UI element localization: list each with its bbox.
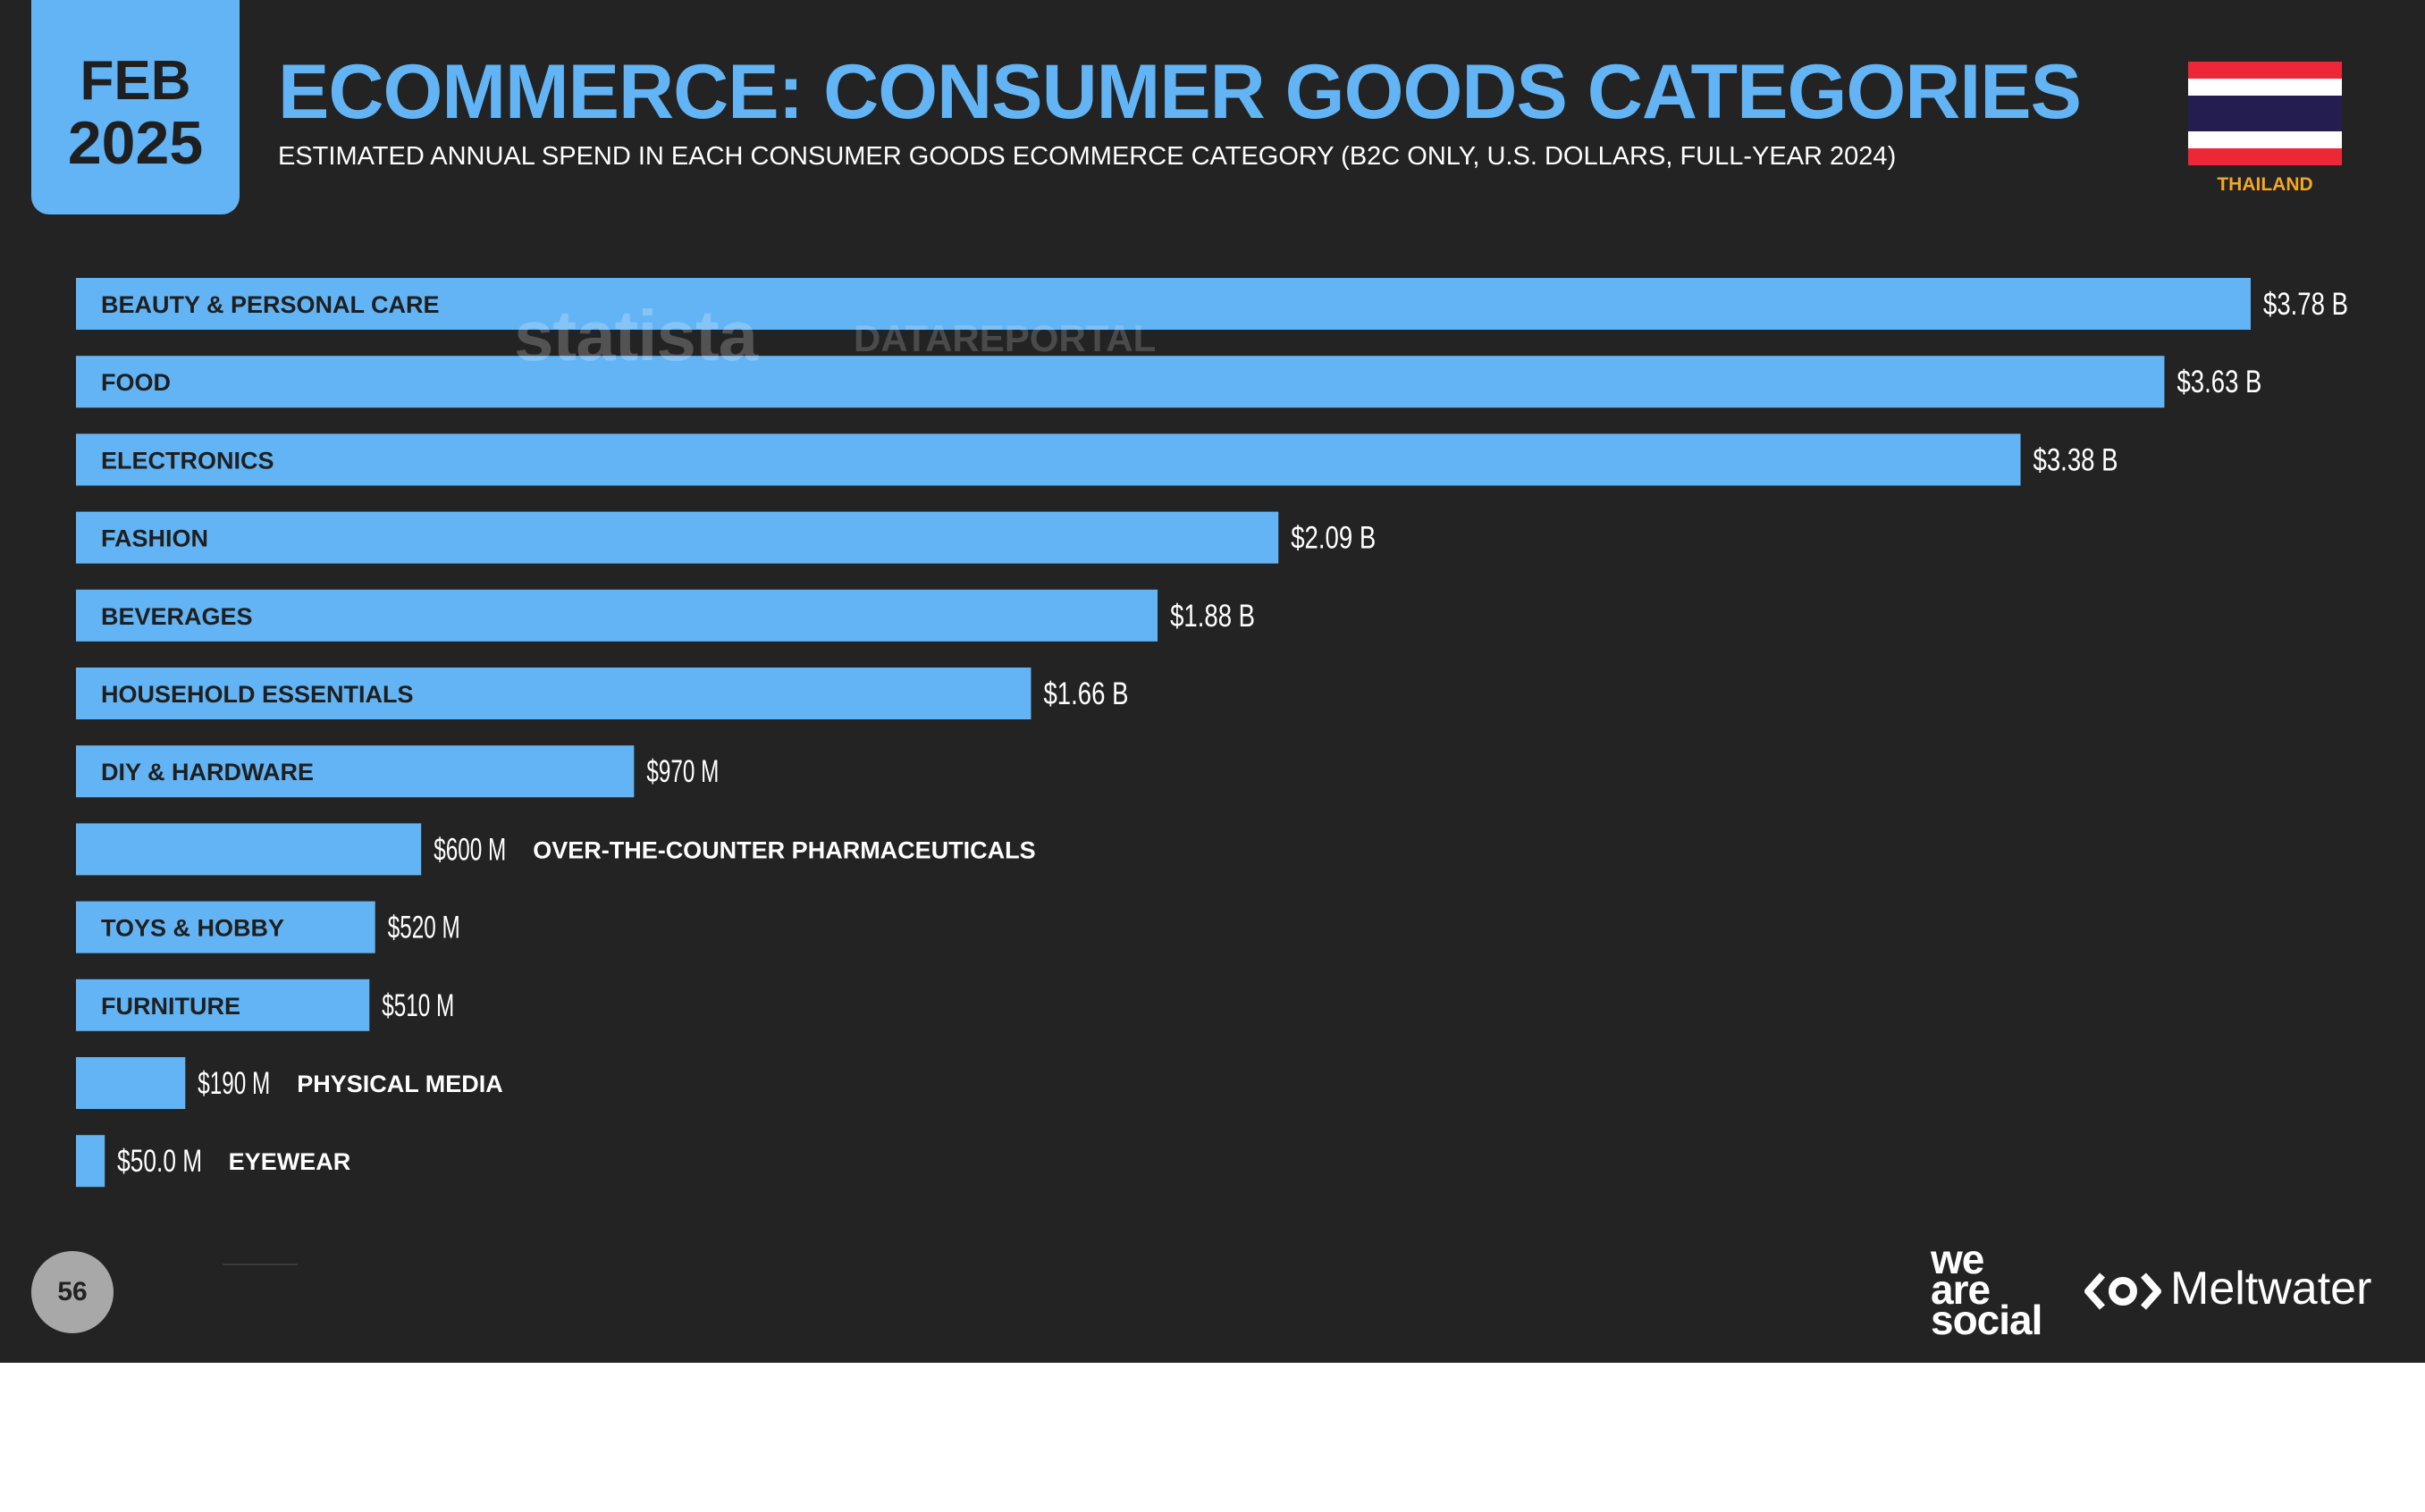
value-label-diy-hardware: $970 M xyxy=(646,754,719,789)
bar-chart: $3.78 B BEAUTY & PERSONAL CARE $3.63 B FOOD… xyxy=(76,278,2348,1188)
date-badge: FEB 2025 xyxy=(31,0,240,214)
bar-diy-hardware xyxy=(76,745,635,798)
value-label-eyewear: $50.0 M xyxy=(117,1144,202,1179)
logo-word: social xyxy=(1931,1297,2042,1343)
bar-over-the-counter-pharmaceuticals xyxy=(76,823,422,876)
country-label: THAILAND xyxy=(2217,174,2313,195)
category-label-physical-media: PHYSICAL MEDIA xyxy=(297,1071,503,1097)
bar-furniture xyxy=(76,979,370,1031)
footer-divider xyxy=(223,1264,298,1265)
value-label-food: $3.63 B xyxy=(2177,365,2261,399)
bar-eyewear xyxy=(76,1135,105,1188)
bar-household-essentials xyxy=(76,668,1031,719)
value-label-over-the-counter-pharmaceuticals: $600 M xyxy=(434,832,506,867)
bar-row-beverages: $1.88 B BEVERAGES xyxy=(76,589,1255,642)
bar-row-fashion: $2.09 B FASHION xyxy=(76,511,1376,564)
bar-row-beauty-personal-care: $3.78 B BEAUTY & PERSONAL CARE xyxy=(76,278,2348,330)
bar-food xyxy=(76,356,2165,408)
value-label-fashion: $2.09 B xyxy=(1291,521,1376,556)
bar-physical-media xyxy=(76,1057,186,1109)
bar-fashion xyxy=(76,511,1279,564)
value-label-electronics: $3.38 B xyxy=(2033,442,2118,477)
value-label-beverages: $1.88 B xyxy=(1170,599,1255,634)
logo-word: are xyxy=(1931,1266,1991,1313)
meltwater-wordmark: Meltwater xyxy=(2170,1263,2372,1315)
bar-row-eyewear: $50.0 M EYEWEAR xyxy=(76,1135,351,1188)
slide: FEB 2025 ECOMMERCE: CONSUMER GOODS CATEG… xyxy=(0,0,2425,1363)
meltwater-logo: Meltwater xyxy=(2083,1262,2371,1315)
bar-row-toys-hobby: $520 M TOYS & HOBBY xyxy=(76,901,460,953)
category-label-eyewear: EYEWEAR xyxy=(229,1148,351,1175)
we-are-social-logo: we are social xyxy=(1931,1236,2042,1343)
statista-watermark: statista xyxy=(514,296,758,375)
category-label-toys-hobby: TOYS & HOBBY xyxy=(101,915,284,942)
category-label-beverages: BEVERAGES xyxy=(101,603,253,630)
bar-row-diy-hardware: $970 M DIY & HARDWARE xyxy=(76,745,719,798)
value-label-furniture: $510 M xyxy=(382,988,454,1023)
value-label-physical-media: $190 M xyxy=(198,1066,270,1101)
category-label-diy-hardware: DIY & HARDWARE xyxy=(101,759,314,785)
bar-toys-hobby xyxy=(76,901,375,953)
bar-beauty-personal-care xyxy=(76,278,2251,330)
bar-beverages xyxy=(76,589,1158,642)
meltwater-icon xyxy=(2084,1273,2161,1310)
value-label-beauty-personal-care: $3.78 B xyxy=(2263,287,2348,322)
value-label-household-essentials: $1.66 B xyxy=(1043,676,1128,711)
bar-row-furniture: $510 M FURNITURE xyxy=(76,979,454,1031)
value-label-toys-hobby: $520 M xyxy=(388,911,460,945)
category-label-household-essentials: HOUSEHOLD ESSENTIALS xyxy=(101,681,414,708)
page-subtitle: ESTIMATED ANNUAL SPEND IN EACH CONSUMER … xyxy=(278,142,1897,171)
page-number: 56 xyxy=(31,1251,114,1333)
bar-row-electronics: $3.38 B ELECTRONICS xyxy=(76,433,2118,486)
date-year: 2025 xyxy=(67,109,204,177)
category-label-food: FOOD xyxy=(101,369,171,396)
thailand-flag-icon xyxy=(2188,62,2342,165)
page-title: ECOMMERCE: CONSUMER GOODS CATEGORIES xyxy=(278,49,2082,135)
bar-row-over-the-counter-pharmaceuticals: $600 M OVER-THE-COUNTER PHARMACEUTICALS xyxy=(76,823,1036,876)
bar-row-food: $3.63 B FOOD xyxy=(76,356,2261,408)
datareportal-watermark: DATAREPORTAL xyxy=(854,317,1157,359)
logo-word: we xyxy=(1931,1236,1984,1282)
category-label-furniture: FURNITURE xyxy=(101,993,240,1020)
category-label-fashion: FASHION xyxy=(101,525,208,552)
bar-row-physical-media: $190 M PHYSICAL MEDIA xyxy=(76,1057,503,1109)
category-label-electronics: ELECTRONICS xyxy=(101,447,274,474)
bar-electronics xyxy=(76,433,2021,486)
category-label-beauty-personal-care: BEAUTY & PERSONAL CARE xyxy=(101,291,440,318)
bar-row-household-essentials: $1.66 B HOUSEHOLD ESSENTIALS xyxy=(76,668,1128,719)
date-month: FEB xyxy=(80,50,191,112)
category-label-over-the-counter-pharmaceuticals: OVER-THE-COUNTER PHARMACEUTICALS xyxy=(533,836,1035,863)
